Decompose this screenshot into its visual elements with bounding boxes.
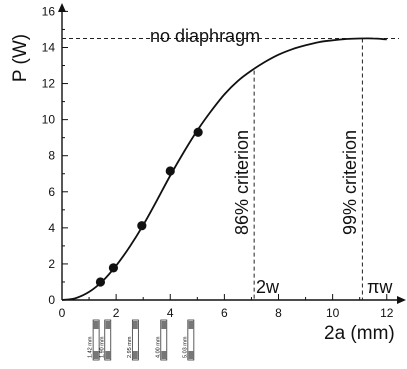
y-tick-label: 0	[48, 293, 55, 307]
aperture-bar-bottom	[93, 351, 99, 359]
y-axis-arrow	[58, 3, 66, 12]
aperture-bar-top	[132, 321, 138, 329]
data-points	[95, 127, 203, 287]
aperture-bar-top	[93, 321, 99, 329]
aperture-label: 1.90 mm	[99, 336, 105, 358]
aperture-bar-bottom	[188, 351, 194, 359]
data-point	[108, 263, 119, 273]
axis-tick-labels: 0 2 4 6 8 10 12 0 2 4 6 8 10 12 14 16	[42, 4, 394, 320]
data-point	[165, 166, 175, 176]
aperture-bar-bottom	[132, 351, 138, 359]
x-tick-label: 8	[275, 306, 282, 320]
aperture-bar-top	[161, 321, 167, 329]
label-2w: 2w	[256, 277, 280, 297]
aperture-bar-frame	[104, 319, 112, 361]
label-pi-w: πw	[367, 277, 393, 297]
aperture-bar-top	[105, 321, 111, 329]
aperture-bar-frame	[160, 319, 168, 361]
aperture-label: 1.42 mm	[88, 336, 94, 358]
aperture-bar-top	[188, 321, 194, 329]
y-tick-label: 6	[48, 185, 55, 199]
x-tick-label: 10	[326, 306, 340, 320]
aperture-bar: 4.00 mm	[155, 319, 168, 361]
aperture-bar-frame	[187, 319, 195, 361]
x-tick-label: 2	[113, 306, 120, 320]
data-point	[95, 277, 106, 287]
aperture-bar-frame	[92, 319, 100, 361]
aperture-label: 2.95 mm	[127, 336, 133, 358]
y-tick-label: 10	[42, 113, 56, 127]
data-point	[193, 127, 203, 137]
criterion-86-label: 86% criterion	[232, 130, 252, 235]
aperture-label: 4.00 mm	[155, 336, 161, 358]
aperture-bar-frame	[131, 319, 139, 361]
y-tick-label: 4	[48, 221, 55, 235]
x-tick-label: 6	[221, 306, 228, 320]
no-diaphragm-label: no diaphragm	[150, 26, 260, 46]
aperture-bar-bottom	[161, 351, 167, 359]
y-tick-label: 12	[42, 77, 56, 91]
y-tick-label: 14	[42, 40, 56, 54]
data-point	[137, 221, 147, 231]
x-axis-title: 2a (mm)	[324, 323, 395, 344]
criterion-99-label: 99% criterion	[340, 130, 360, 235]
aperture-bar-bottom	[105, 351, 111, 359]
x-axis-arrow	[397, 296, 406, 304]
aperture-bar: 2.95 mm	[127, 319, 139, 361]
x-tick-label: 4	[167, 306, 174, 320]
aperture-label: 5.03 mm	[182, 336, 188, 358]
aperture-bar: 1.90 mm	[99, 319, 112, 361]
aperture-bar: 1.42 mm	[88, 319, 100, 361]
x-tick-label: 0	[59, 306, 66, 320]
y-axis-title: P (W)	[10, 34, 31, 82]
x-tick-label: 12	[380, 306, 394, 320]
fit-curve	[61, 37, 387, 301]
aperture-bar: 5.03 mm	[182, 319, 195, 361]
aperture-bars: 1.42 mm 1.90 mm 2.95 mm 4.00 mm 5.03 mm	[88, 319, 195, 361]
axis-ticks	[61, 10, 388, 301]
y-tick-label: 8	[48, 149, 55, 163]
y-tick-label: 2	[48, 257, 55, 271]
y-tick-label: 16	[42, 4, 56, 18]
